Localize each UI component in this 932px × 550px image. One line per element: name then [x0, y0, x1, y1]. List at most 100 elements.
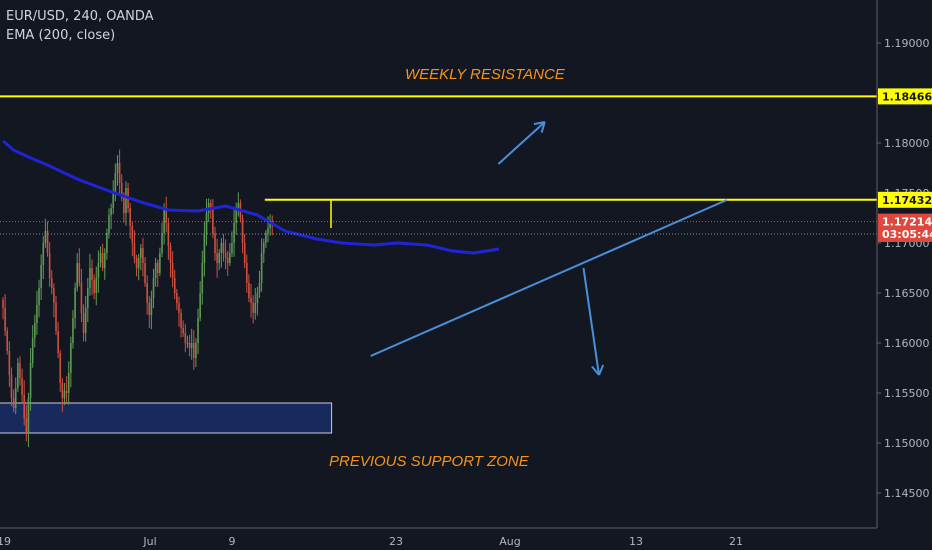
candle-body [165, 208, 168, 223]
candle [40, 254, 42, 301]
candle [190, 328, 193, 360]
indicator-label[interactable]: EMA (200, close) [6, 28, 116, 43]
chart-legend: EUR/USD, 240, OANDA EMA (200, close) [6, 7, 154, 45]
candle [14, 377, 17, 415]
candle-body [137, 258, 140, 268]
symbol-label[interactable]: EUR/USD, 240, OANDA [6, 9, 154, 24]
candle [53, 283, 55, 318]
candle-body [103, 253, 106, 268]
candle [180, 308, 182, 338]
candle-body [91, 268, 93, 280]
candle [265, 229, 267, 249]
time-tick-label: 13 [629, 535, 643, 548]
candle-body [76, 263, 78, 288]
candle-body [84, 308, 87, 333]
candle [50, 269, 53, 295]
candle [220, 238, 223, 268]
time-tick-label: 21 [729, 535, 743, 548]
candle-body [220, 243, 223, 253]
candle [12, 389, 15, 413]
candle [2, 297, 4, 320]
time-tick-label: 23 [389, 535, 403, 548]
candle-body [241, 218, 244, 243]
price-tick-label: 1.19000 [884, 37, 930, 50]
candle [129, 202, 131, 239]
candle [74, 282, 76, 329]
candle-body [70, 343, 72, 373]
candle-body [152, 278, 155, 298]
arrow-head [591, 365, 600, 376]
candle [103, 248, 106, 280]
candle [118, 149, 121, 196]
time-tick-label: Aug [499, 535, 520, 548]
candle [258, 270, 261, 298]
candle [97, 250, 100, 293]
price-tag-label: 1.17432 [882, 194, 932, 207]
candle [254, 288, 257, 320]
candle [243, 234, 246, 269]
candle [44, 218, 47, 248]
candle [82, 304, 85, 342]
price-tag-label: 1.18466 [882, 90, 932, 103]
candle [125, 181, 127, 226]
candle-body [248, 283, 250, 298]
candle [57, 322, 59, 358]
candle [233, 208, 235, 257]
candle-body [114, 173, 117, 193]
candle-body [216, 253, 218, 263]
candle [214, 226, 216, 261]
candle-body [233, 223, 235, 243]
candle [269, 214, 271, 236]
candle-body [21, 378, 23, 395]
candle [246, 254, 248, 293]
candle [176, 288, 178, 310]
candle [173, 269, 176, 300]
price-tag-box [878, 88, 932, 105]
candle [72, 309, 74, 349]
candle [152, 268, 155, 309]
candle-body [169, 246, 172, 263]
candle-body [53, 288, 55, 303]
candle-body [171, 263, 174, 278]
candle [110, 203, 112, 230]
candle-body [182, 328, 184, 333]
support-zone-layer [0, 402, 333, 434]
candle [31, 325, 34, 368]
candle [46, 221, 49, 257]
candle [250, 284, 252, 318]
candle [201, 250, 204, 305]
candle [262, 238, 265, 263]
candle [161, 222, 163, 257]
candle-body [135, 258, 138, 268]
price-tick-label: 1.16500 [884, 287, 930, 300]
candle [142, 237, 144, 277]
candle-body [186, 343, 189, 344]
candle-body [231, 243, 233, 253]
candle-body [146, 283, 148, 303]
candle-body [95, 278, 98, 293]
candle-body [250, 298, 252, 303]
rising-trendline [370, 199, 728, 357]
candle-body [180, 313, 182, 328]
candle [231, 231, 233, 257]
candle-body [144, 263, 146, 283]
time-tick-label: 19 [0, 535, 11, 548]
candle [193, 330, 195, 370]
candle-body [31, 338, 34, 363]
candle-body [50, 278, 53, 288]
candle-body [246, 263, 248, 283]
candle [65, 376, 68, 403]
candle [95, 266, 98, 306]
candle-body [93, 280, 95, 293]
arrow-shaft [497, 121, 546, 165]
candle-body [110, 208, 112, 215]
candle-body [133, 243, 136, 258]
candle [89, 253, 91, 296]
candle [6, 327, 9, 355]
candle [218, 249, 221, 271]
candle [197, 308, 199, 355]
candle-body [46, 231, 49, 253]
arrow-head [598, 364, 605, 376]
